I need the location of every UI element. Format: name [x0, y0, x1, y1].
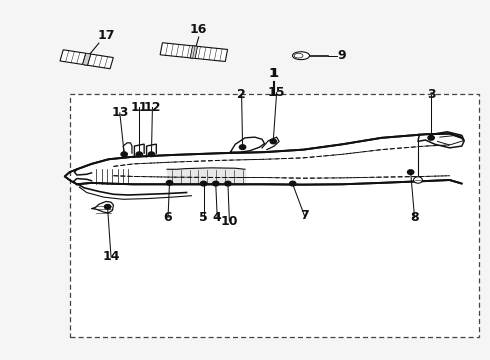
Circle shape: [428, 135, 434, 140]
Text: 17: 17: [98, 30, 115, 42]
Circle shape: [200, 181, 207, 186]
Text: 6: 6: [164, 211, 172, 224]
Text: 10: 10: [220, 215, 238, 228]
Circle shape: [136, 152, 143, 157]
Polygon shape: [160, 43, 227, 62]
Bar: [70, 94, 479, 337]
Text: 1: 1: [269, 67, 278, 80]
Ellipse shape: [414, 177, 422, 183]
Text: 15: 15: [268, 86, 285, 99]
Ellipse shape: [293, 52, 310, 60]
Text: 8: 8: [410, 211, 419, 224]
Circle shape: [148, 152, 155, 157]
Text: 1: 1: [270, 67, 279, 80]
Text: 4: 4: [213, 211, 221, 224]
Polygon shape: [230, 137, 265, 152]
Circle shape: [270, 139, 276, 144]
Polygon shape: [83, 53, 91, 65]
Polygon shape: [77, 134, 462, 185]
Circle shape: [240, 145, 245, 149]
Text: 9: 9: [338, 49, 346, 62]
Polygon shape: [60, 50, 113, 69]
Polygon shape: [190, 46, 197, 58]
Polygon shape: [262, 137, 279, 150]
Text: 5: 5: [199, 211, 208, 224]
Circle shape: [213, 181, 219, 186]
Circle shape: [104, 204, 111, 209]
Text: 2: 2: [237, 88, 246, 101]
Polygon shape: [190, 46, 197, 58]
Text: 13: 13: [111, 106, 128, 120]
Circle shape: [225, 181, 231, 186]
Ellipse shape: [294, 53, 303, 58]
Circle shape: [408, 170, 414, 175]
Text: 3: 3: [427, 89, 436, 102]
Circle shape: [121, 152, 127, 157]
Text: 12: 12: [144, 101, 161, 114]
Polygon shape: [92, 202, 114, 213]
Text: 11: 11: [130, 101, 148, 114]
Circle shape: [166, 180, 172, 185]
Circle shape: [290, 181, 296, 186]
Text: 16: 16: [190, 23, 207, 36]
Text: 7: 7: [300, 209, 309, 222]
Polygon shape: [83, 53, 91, 65]
Text: 14: 14: [102, 250, 120, 263]
